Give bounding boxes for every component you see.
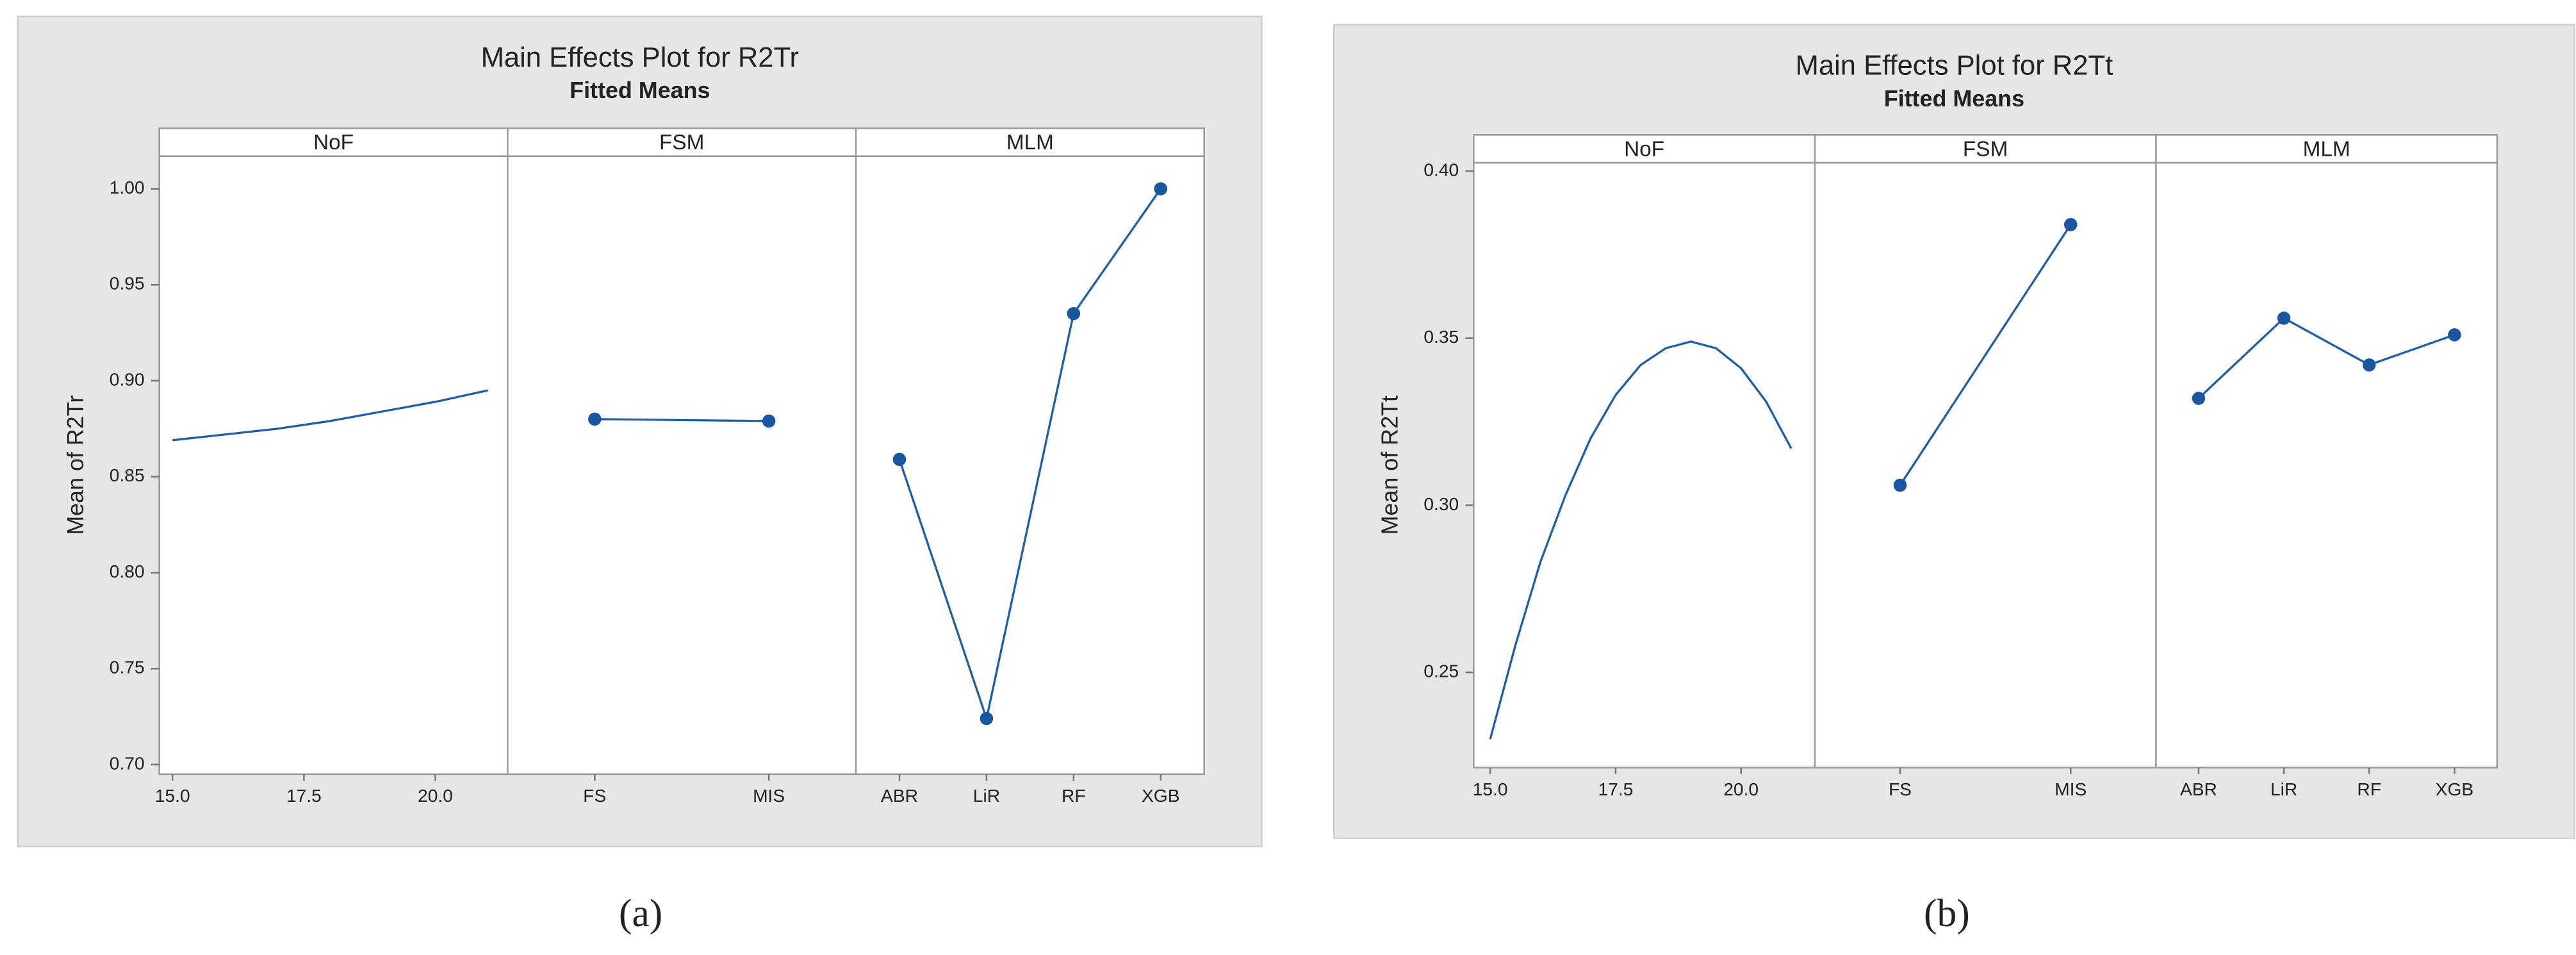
panel-header: FSM [1963, 137, 2008, 161]
x-tick-label: XGB [2436, 779, 2474, 799]
mean-point [588, 412, 602, 426]
y-axis-label: Mean of R2Tr [63, 395, 88, 535]
mean-point [1154, 182, 1168, 195]
x-tick-label: MIS [753, 785, 785, 806]
panel-header: NoF [1624, 137, 1664, 161]
x-tick-label: LiR [2270, 779, 2297, 799]
x-tick-label: RF [1062, 785, 1086, 806]
y-tick-label: 0.40 [1423, 159, 1459, 179]
panel-header: MLM [1006, 131, 1054, 154]
panel-header: MLM [2303, 137, 2350, 161]
x-tick-label: LiR [973, 785, 1000, 806]
mean-point [2192, 392, 2206, 405]
y-tick-label: 0.80 [110, 561, 145, 581]
x-tick-label: RF [2357, 779, 2381, 799]
chart-title: Main Effects Plot for R2Tt [1796, 51, 2113, 81]
mean-point [892, 453, 907, 467]
x-tick-label: FS [1889, 779, 1912, 799]
x-tick-label: XGB [1142, 785, 1180, 806]
x-tick-label: ABR [2180, 779, 2217, 799]
effect-line [2197, 317, 2455, 399]
mean-point [1067, 306, 1081, 320]
caption: (b) [1924, 892, 1970, 935]
y-tick-label: 0.95 [110, 273, 145, 294]
effect-line [1489, 340, 1793, 740]
y-tick-label: 0.90 [110, 369, 145, 389]
mean-point [762, 414, 776, 428]
y-tick-label: 0.35 [1423, 326, 1459, 347]
x-tick-label: 17.5 [286, 785, 322, 806]
x-tick-label: 15.0 [1473, 779, 1508, 799]
chart-subtitle: Fitted Means [1884, 86, 2024, 112]
mean-point [2063, 218, 2078, 231]
y-axis-label: Mean of R2Tt [1377, 395, 1403, 535]
plot-area [158, 127, 1205, 776]
x-tick-label: 20.0 [1723, 779, 1759, 799]
x-tick-label: ABR [881, 785, 918, 806]
panel-header: NoF [313, 131, 354, 154]
effect-line [1899, 224, 2072, 486]
mean-point [980, 711, 994, 726]
y-tick-label: 0.70 [110, 752, 145, 773]
x-tick-label: FS [583, 785, 606, 806]
chart-subtitle: Fitted Means [570, 78, 710, 103]
x-tick-label: 15.0 [155, 785, 190, 806]
panel-header: FSM [659, 131, 704, 154]
mean-point [2448, 328, 2461, 342]
y-tick-label: 0.75 [110, 657, 145, 677]
mean-point [1893, 478, 1907, 492]
effect-line [595, 418, 769, 422]
mean-point [2277, 311, 2291, 325]
y-tick-label: 1.00 [110, 177, 145, 197]
y-tick-label: 0.85 [110, 465, 145, 485]
effect-line [172, 389, 488, 442]
x-tick-label: 20.0 [418, 785, 453, 806]
chart-title: Main Effects Plot for R2Tr [481, 42, 799, 73]
x-tick-label: MIS [2055, 779, 2087, 799]
y-tick-label: 0.30 [1423, 494, 1459, 514]
effect-line [898, 188, 1162, 723]
plot-area [1472, 134, 2498, 768]
y-tick-label: 0.25 [1423, 660, 1459, 681]
mean-point [2362, 358, 2376, 372]
x-tick-label: 17.5 [1598, 779, 1633, 799]
caption: (a) [619, 892, 662, 935]
